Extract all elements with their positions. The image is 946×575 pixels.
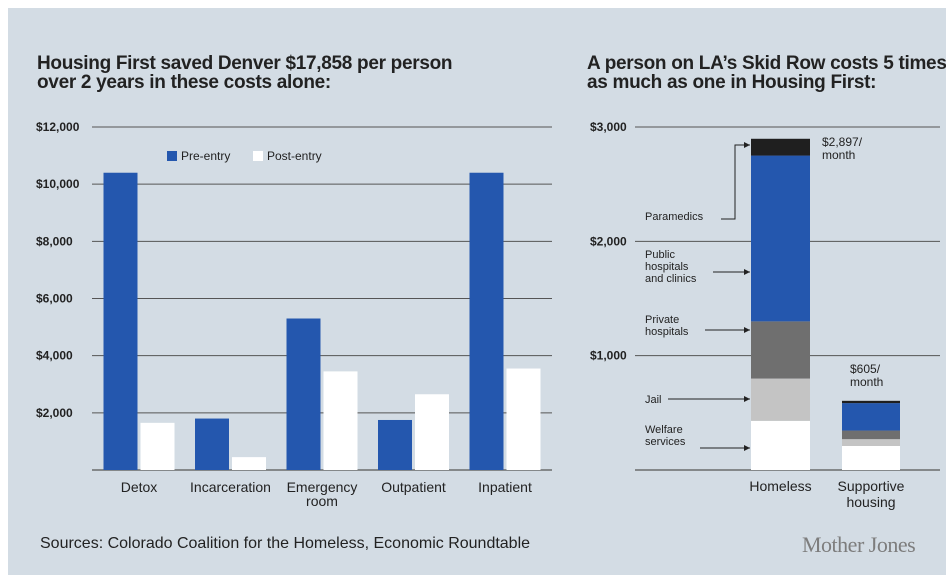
bar-post-entry <box>140 422 175 470</box>
bar-pre-entry <box>469 172 504 470</box>
right-title-line-1: A person on LA’s Skid Row costs 5 times <box>587 53 946 74</box>
bar-pre-entry <box>103 172 138 470</box>
bar-pre-entry <box>286 318 321 470</box>
stacked-segment <box>751 155 810 322</box>
legend-swatch <box>253 151 263 161</box>
left-title-line-1: Housing First saved Denver $17,858 per p… <box>37 53 453 74</box>
y-tick-label: $12,000 <box>36 120 80 134</box>
arrowhead <box>744 445 750 451</box>
legend-label: Post-entry <box>267 149 322 163</box>
bar-post-entry <box>232 457 266 470</box>
y-tick-label: $4,000 <box>36 349 73 363</box>
stacked-segment <box>751 378 810 421</box>
segment-label: Welfare services <box>645 424 686 448</box>
category-label: Incarceration <box>190 479 271 495</box>
legend-label: Pre-entry <box>181 149 230 163</box>
stacked-segment <box>751 138 810 156</box>
stacked-segment <box>842 403 900 431</box>
bar-post-entry <box>323 371 358 470</box>
segment-label: Jail <box>645 394 662 406</box>
arrowhead <box>744 142 750 148</box>
y-tick-label: $1,000 <box>590 349 627 363</box>
arrow-paramedics <box>721 144 750 220</box>
bar-post-entry <box>415 394 449 470</box>
stacked-segment <box>842 430 900 440</box>
bar-post-entry <box>506 368 541 470</box>
arrowhead <box>744 269 750 275</box>
y-tick-label: $3,000 <box>590 120 627 134</box>
source-note: Sources: Colorado Coalition for the Home… <box>40 535 531 552</box>
total-label-supportive: $605/month <box>850 362 883 389</box>
bar-pre-entry <box>378 419 412 470</box>
category-label: Inpatient <box>478 479 532 495</box>
segment-label: Private hospitals <box>645 314 689 338</box>
stacked-segment <box>751 321 810 379</box>
segment-label: Paramedics <box>645 211 704 223</box>
y-tick-label: $10,000 <box>36 177 80 191</box>
bar-pre-entry <box>195 418 229 470</box>
legend-swatch <box>167 151 177 161</box>
stacked-segment <box>842 400 900 404</box>
total-label-homeless: $2,897/month <box>822 135 863 162</box>
category-label: Emergency room <box>287 479 358 509</box>
brand-logo: Mother Jones <box>802 532 916 557</box>
left-title-line-2: over 2 years in these costs alone: <box>37 72 331 93</box>
y-tick-label: $2,000 <box>36 406 73 420</box>
left-chart-title: Housing First saved Denver $17,858 per p… <box>37 53 453 93</box>
right-chart-title: A person on LA’s Skid Row costs 5 times … <box>587 54 946 92</box>
category-label: Detox <box>121 479 158 495</box>
segment-label: Public hospitals and clinics <box>645 249 697 285</box>
stacked-segment <box>842 439 900 446</box>
category-label: Outpatient <box>381 479 446 495</box>
y-tick-label: $2,000 <box>590 234 627 248</box>
stacked-segment <box>751 420 810 470</box>
category-label: Supportive housing <box>838 478 905 510</box>
category-label: Homeless <box>749 478 811 494</box>
right-title-line-2: as much as one in Housing First: <box>587 72 877 93</box>
arrowhead <box>744 396 750 402</box>
arrowhead <box>744 327 750 333</box>
stacked-segment <box>842 445 900 470</box>
y-tick-label: $8,000 <box>36 234 73 248</box>
y-tick-label: $6,000 <box>36 292 73 306</box>
